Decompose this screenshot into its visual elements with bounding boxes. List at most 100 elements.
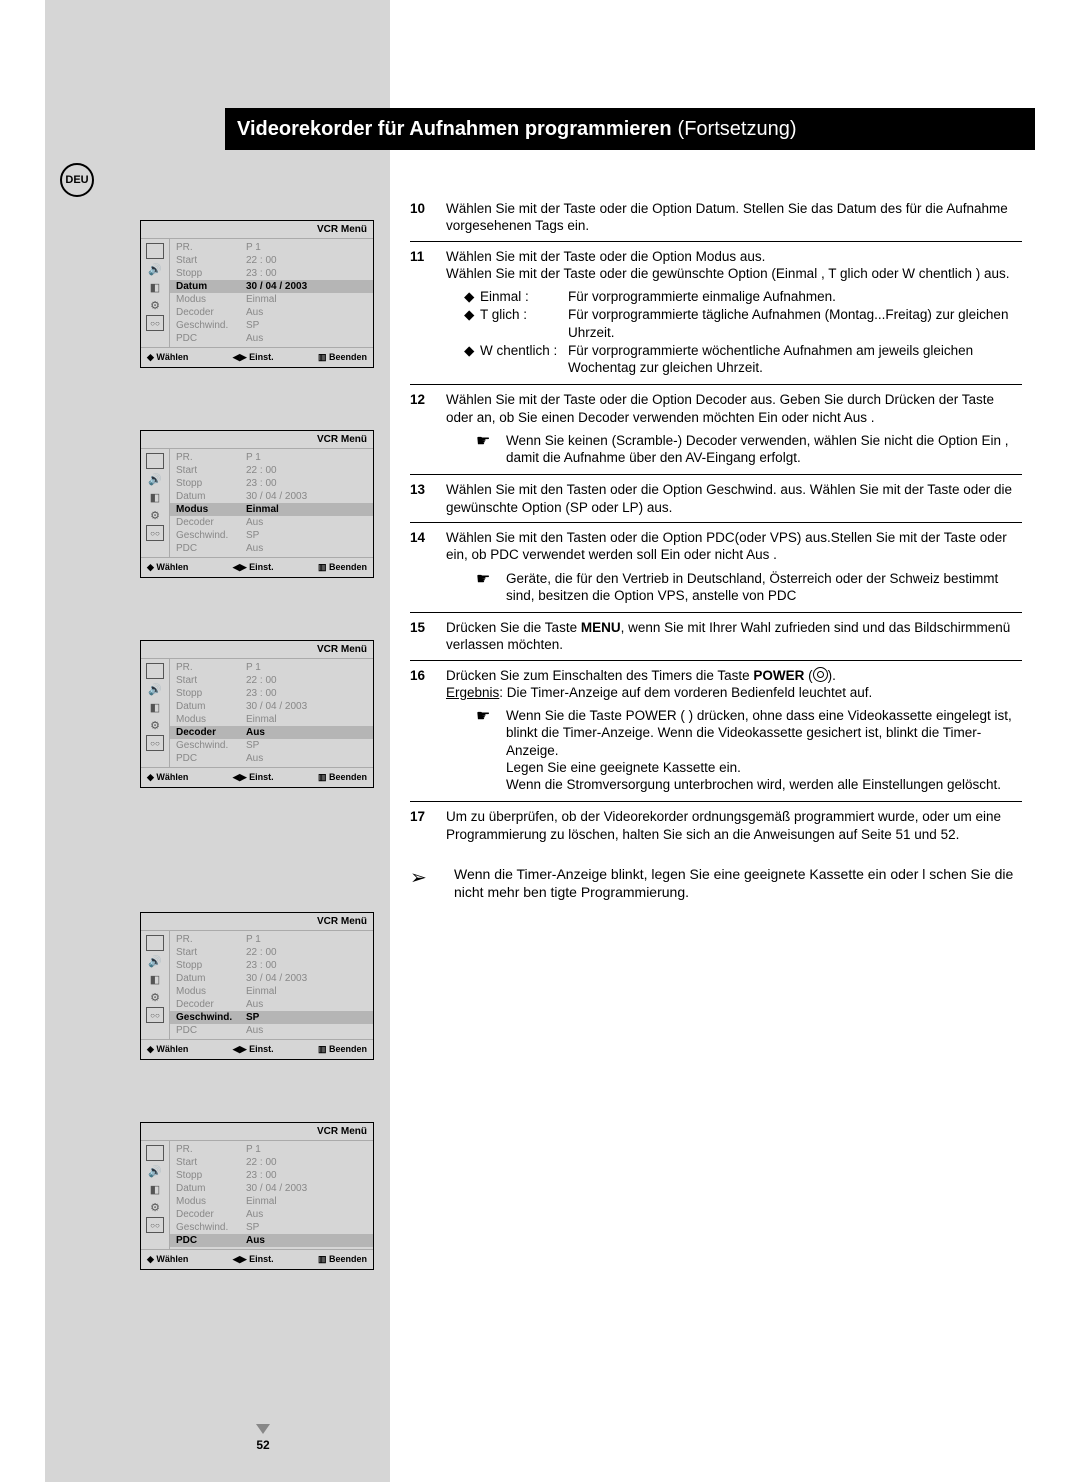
menu-row: DecoderAus [170,726,373,739]
menu-row: ModusEinmal [170,985,373,998]
menu-row: DecoderAus [170,998,373,1011]
divider [410,474,1022,475]
menu-icons: 🔊◧⚙○○ [141,931,170,1039]
menu-row: PR.P 1 [170,1143,373,1156]
menu-icons: 🔊◧⚙○○ [141,239,170,347]
vcr-menu-box: VCR Menü🔊◧⚙○○PR.P 1Start22 : 00Stopp23 :… [140,220,374,368]
menu-row: Datum30 / 04 / 2003 [170,972,373,985]
menu-row: Stopp23 : 00 [170,477,373,490]
menu-footer: ◆ Wählen◀▶ Einst.▥ Beenden [141,767,373,787]
divider [410,522,1022,523]
step-17: 17 Um zu überprüfen, ob der Videorekorde… [410,803,1022,848]
hand-icon: ☛ [476,432,506,467]
menu-row: DecoderAus [170,516,373,529]
title-bar: Videorekorder für Aufnahmen programmiere… [225,108,1035,150]
title-continuation: (Fortsetzung) [678,118,797,141]
menu-row: PDCAus [170,1234,373,1247]
sliders-icon: ⚙ [146,989,164,1005]
menu-row: ModusEinmal [170,503,373,516]
menu-row: Geschwind.SP [170,1221,373,1234]
speaker-icon: 🔊 [146,1163,164,1179]
step-number: 12 [410,391,446,468]
menu-row: Datum30 / 04 / 2003 [170,490,373,503]
record-icon: ○○ [146,735,164,751]
screen-icon [146,243,164,259]
menu-row: PR.P 1 [170,451,373,464]
screen-icon [146,1145,164,1161]
screen-icon [146,935,164,951]
step-10: 10 Wählen Sie mit der Taste oder die Opt… [410,195,1022,240]
menu-title: VCR Menü [141,913,373,931]
menu-row: Stopp23 : 00 [170,959,373,972]
menu-row: PR.P 1 [170,933,373,946]
record-icon: ○○ [146,525,164,541]
menu-row: PDCAus [170,1024,373,1037]
step-number: 16 [410,667,446,796]
sliders-icon: ⚙ [146,1199,164,1215]
contrast-icon: ◧ [146,489,164,505]
menu-row: DecoderAus [170,1208,373,1221]
sliders-icon: ⚙ [146,507,164,523]
screen-icon [146,663,164,679]
menu-row: ModusEinmal [170,293,373,306]
arrow-icon: ➢ [410,866,454,902]
menu-row: Stopp23 : 00 [170,687,373,700]
contrast-icon: ◧ [146,1181,164,1197]
menu-footer: ◆ Wählen◀▶ Einst.▥ Beenden [141,347,373,367]
menu-title: VCR Menü [141,221,373,239]
menu-title: VCR Menü [141,641,373,659]
bullet: ◆Einmal :Für vorprogrammierte einmalige … [464,288,1022,305]
vcr-menu-box: VCR Menü🔊◧⚙○○PR.P 1Start22 : 00Stopp23 :… [140,1122,374,1270]
menu-row: PDCAus [170,332,373,345]
step-text: Wählen Sie mit den Tasten oder die Optio… [446,529,1022,606]
menu-row: Start22 : 00 [170,674,373,687]
menu-footer: ◆ Wählen◀▶ Einst.▥ Beenden [141,557,373,577]
menu-row: ModusEinmal [170,713,373,726]
page-number-block: 52 [256,1424,270,1452]
vcr-menu-box: VCR Menü🔊◧⚙○○PR.P 1Start22 : 00Stopp23 :… [140,430,374,578]
step-number: 15 [410,619,446,654]
menu-footer: ◆ Wählen◀▶ Einst.▥ Beenden [141,1039,373,1059]
step-number: 13 [410,481,446,516]
menu-row: PDCAus [170,542,373,555]
vcr-menu-box: VCR Menü🔊◧⚙○○PR.P 1Start22 : 00Stopp23 :… [140,912,374,1060]
menu-row: Geschwind.SP [170,739,373,752]
menu-icons: 🔊◧⚙○○ [141,449,170,557]
step-number: 10 [410,200,446,235]
divider [410,801,1022,802]
step-number: 17 [410,808,446,843]
step-text: Wählen Sie mit der Taste oder die Option… [446,391,1022,468]
hand-icon: ☛ [476,707,506,793]
menu-row: Geschwind.SP [170,319,373,332]
power-icon [813,667,828,682]
divider [410,384,1022,385]
bullet: ◆W chentlich :Für vorprogrammierte wöche… [464,342,1022,377]
menu-title: VCR Menü [141,1123,373,1141]
step-11: 11 Wählen Sie mit der Taste oder die Opt… [410,243,1022,384]
divider [410,660,1022,661]
triangle-icon [256,1424,270,1434]
step-text: Wählen Sie mit den Tasten oder die Optio… [446,481,1022,516]
menu-row: PR.P 1 [170,241,373,254]
sliders-icon: ⚙ [146,717,164,733]
language-badge: DEU [60,163,94,197]
note: ☛ Wenn Sie keinen (Scramble-) Decoder ve… [476,432,1022,467]
menu-icons: 🔊◧⚙○○ [141,1141,170,1249]
menu-row: Stopp23 : 00 [170,267,373,280]
title-main: Videorekorder für Aufnahmen programmiere… [237,118,672,141]
step-text: Drücken Sie die Taste MENU, wenn Sie mit… [446,619,1022,654]
bullet-list: ◆Einmal :Für vorprogrammierte einmalige … [464,288,1022,376]
menu-row: ModusEinmal [170,1195,373,1208]
contrast-icon: ◧ [146,971,164,987]
step-15: 15 Drücken Sie die Taste MENU, wenn Sie … [410,614,1022,659]
step-13: 13 Wählen Sie mit den Tasten oder die Op… [410,476,1022,521]
note: ☛ Wenn Sie die Taste POWER ( ) drücken, … [476,707,1022,793]
menu-row: Datum30 / 04 / 2003 [170,280,373,293]
menu-row: Start22 : 00 [170,946,373,959]
page: Videorekorder für Aufnahmen programmiere… [0,0,1080,1482]
speaker-icon: 🔊 [146,953,164,969]
menu-row: Stopp23 : 00 [170,1169,373,1182]
step-12: 12 Wählen Sie mit der Taste oder die Opt… [410,386,1022,473]
page-number: 52 [256,1438,269,1452]
bullet: ◆T glich :Für vorprogrammierte tägliche … [464,306,1022,341]
